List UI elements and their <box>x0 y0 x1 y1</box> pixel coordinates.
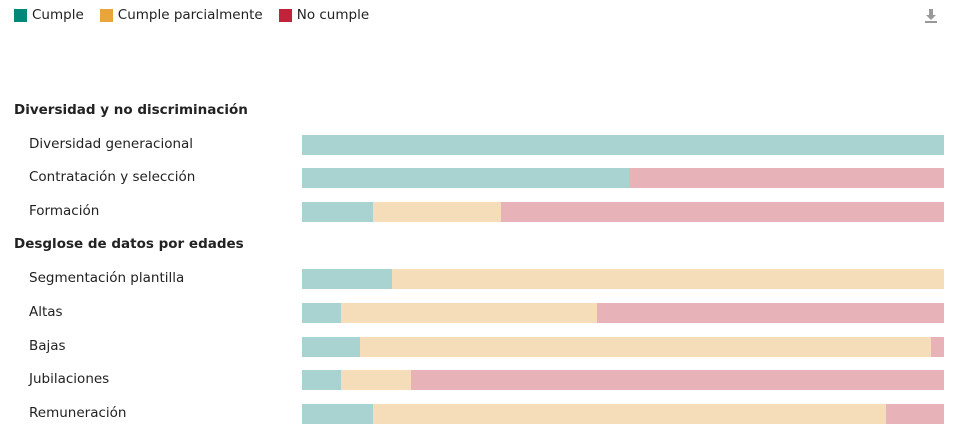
stacked-bar <box>302 202 944 222</box>
legend-item-cumple[interactable]: Cumple <box>14 7 84 23</box>
bar-segment-no-cumple[interactable] <box>886 404 944 424</box>
legend-label: Cumple parcialmente <box>117 7 263 23</box>
bar-segment-cumple-parcialmente[interactable] <box>391 269 944 289</box>
row-label: Bajas <box>29 338 66 354</box>
row-label: Formación <box>29 203 100 219</box>
bar-segment-cumple-parcialmente[interactable] <box>372 404 887 424</box>
legend-swatch <box>14 8 27 22</box>
row-label: Contratación y selección <box>29 169 196 185</box>
bar-segment-cumple[interactable] <box>302 303 341 323</box>
stacked-bar <box>302 269 944 289</box>
legend: Cumple Cumple parcialmente No cumple <box>14 7 369 23</box>
bar-segment-cumple[interactable] <box>302 202 373 222</box>
stacked-bar <box>302 337 944 357</box>
legend-swatch <box>278 8 292 22</box>
row-label: Altas <box>29 304 63 320</box>
bar-segment-no-cumple[interactable] <box>597 303 944 323</box>
legend-item-cumple-parcialmente[interactable]: Cumple parcialmente <box>99 7 263 23</box>
legend-label: Cumple <box>32 7 84 23</box>
legend-swatch <box>99 8 113 22</box>
bar-segment-cumple-parcialmente[interactable] <box>372 202 501 222</box>
bar-segment-cumple[interactable] <box>302 168 630 188</box>
stacked-bar <box>302 370 944 390</box>
bar-segment-no-cumple[interactable] <box>501 202 944 222</box>
bar-segment-cumple-parcialmente[interactable] <box>340 303 598 323</box>
row-label: Segmentación plantilla <box>29 270 185 286</box>
group-title: Diversidad y no discriminación <box>14 102 248 118</box>
row-label: Remuneración <box>29 405 127 421</box>
stacked-bar <box>302 168 944 188</box>
bar-segment-cumple[interactable] <box>302 404 373 424</box>
bar-segment-no-cumple[interactable] <box>629 168 944 188</box>
row-label: Diversidad generacional <box>29 136 194 152</box>
bar-segment-cumple[interactable] <box>302 269 392 289</box>
bar-segment-no-cumple[interactable] <box>411 370 944 390</box>
download-icon[interactable] <box>924 8 938 24</box>
stacked-bar <box>302 135 944 155</box>
bar-segment-no-cumple[interactable] <box>931 337 944 357</box>
row-label: Jubilaciones <box>29 371 110 387</box>
group-title: Desglose de datos por edades <box>14 236 244 252</box>
legend-item-no-cumple[interactable]: No cumple <box>278 7 370 23</box>
stacked-bar <box>302 404 944 424</box>
stacked-bar <box>302 303 944 323</box>
legend-label: No cumple <box>296 7 370 23</box>
bar-segment-cumple[interactable] <box>302 135 944 155</box>
bar-segment-cumple-parcialmente[interactable] <box>359 337 932 357</box>
bar-segment-cumple-parcialmente[interactable] <box>340 370 412 390</box>
bar-segment-cumple[interactable] <box>302 337 360 357</box>
bar-segment-cumple[interactable] <box>302 370 341 390</box>
